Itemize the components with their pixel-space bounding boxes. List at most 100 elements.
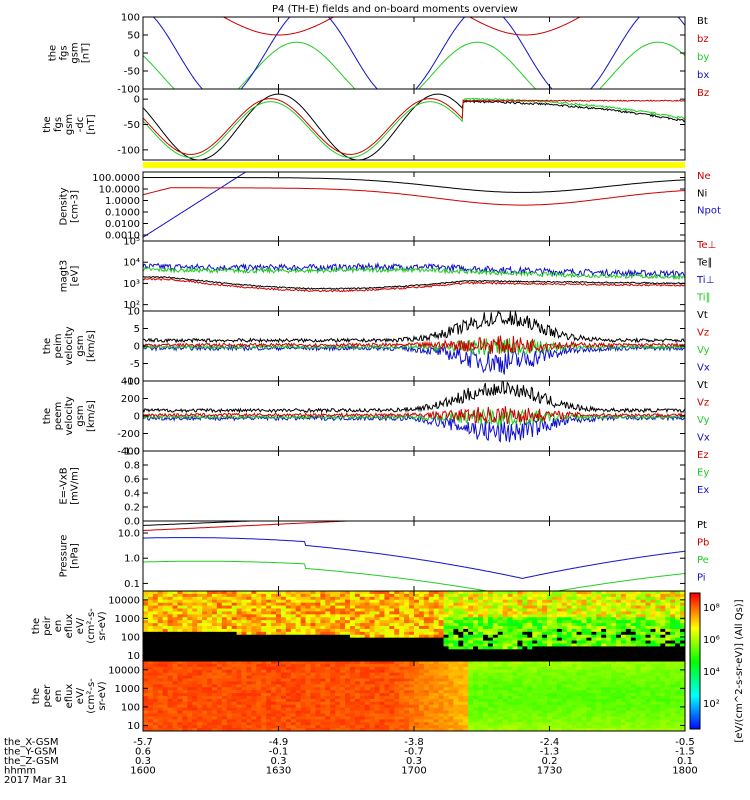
x-row-value: 0.3: [406, 756, 422, 767]
y-tick-label: -200: [117, 429, 140, 440]
legend-Vx: Vx: [697, 433, 710, 444]
legend-Vx: Vx: [697, 363, 710, 374]
y-axis-label: [km/s]: [86, 330, 97, 362]
x-row-value: -0.5: [675, 737, 695, 748]
y-axis-label: [nPa]: [70, 543, 81, 569]
panel-peem_velocity: 400 200 0 -200 -400 the peem velocity gsm [km/s] V…: [42, 377, 710, 458]
x-row-value: 1600: [130, 766, 155, 777]
legend-Vz: Vz: [697, 328, 709, 339]
y-tick-label: 10²: [123, 300, 140, 311]
y-tick-label: 0.1000: [105, 207, 140, 218]
y-tick-label: 0.4: [124, 489, 140, 500]
y-axis-label: sr-eV): [97, 681, 108, 710]
panel-content: [143, 261, 685, 293]
colorbar-tick: 10⁴: [703, 667, 720, 678]
series-pb: [143, 521, 359, 531]
y-axis-label: fgs: [53, 117, 64, 132]
y-axis-label: the: [48, 45, 59, 61]
series-pi: [143, 537, 685, 579]
y-axis-label: -dc: [75, 117, 86, 132]
panel-content: [143, 591, 685, 661]
y-axis-label: gsm: [70, 42, 81, 63]
x-row-value: 0.6: [135, 747, 151, 758]
y-axis-label: velocity: [64, 396, 75, 435]
y-axis-label: [nT]: [81, 43, 92, 63]
panel-content: [143, 172, 685, 238]
legend-Bz: Bz: [697, 88, 709, 99]
x-row-value: -5.7: [133, 737, 153, 748]
y-tick-label: 0.0: [124, 517, 140, 528]
y-tick-label: 100: [121, 13, 140, 24]
y-tick-label: 50: [127, 31, 140, 42]
y-axis-label: the: [42, 116, 53, 132]
y-axis-label: en: [53, 690, 64, 703]
y-tick-label: 5: [134, 324, 140, 335]
y-tick-label: 10: [127, 651, 140, 662]
legend-bx: bx: [697, 70, 709, 81]
x-row-label: the_Z-GSM: [4, 756, 59, 767]
series-te: [143, 276, 685, 290]
x-row-value: -0.1: [269, 747, 289, 758]
legend-Pt: Pt: [697, 520, 707, 531]
panel-content: [143, 521, 685, 591]
y-tick-label: 10³: [123, 279, 140, 290]
y-tick-label: -50: [124, 67, 140, 78]
y-tick-label: 0.8: [124, 461, 140, 472]
y-axis-label: peer: [42, 684, 53, 708]
y-axis-label: [mV/m]: [70, 467, 81, 505]
y-axis-label: peem: [53, 402, 64, 430]
y-axis-label: the: [42, 408, 53, 424]
x-row-label: hhmm: [4, 766, 36, 777]
series-vx: [143, 344, 685, 375]
panel-peer_eflux: 10000 1000 100 10 the peer en eflux eV/(cm²-s-sr…: [31, 660, 686, 732]
y-axis-label: peir: [42, 615, 53, 635]
series-te: [143, 278, 685, 293]
panel-peim_velocity: 10 5 0 -5 -10 the peim velocity gsm [km/s] Vt Vz Vy V…: [42, 307, 710, 388]
y-axis-label: fgs: [59, 45, 70, 60]
legend-Pi: Pi: [697, 573, 706, 584]
y-tick-label: 400: [121, 377, 140, 388]
y-tick-label: 1000: [115, 614, 140, 625]
date-label: 2017 Mar 31: [4, 775, 67, 786]
legend-Pb: Pb: [697, 538, 709, 549]
y-tick-label: 1000: [115, 684, 140, 695]
legend-Ti∥: Ti∥: [696, 293, 711, 304]
y-axis-label: velocity: [64, 326, 75, 365]
panel-efield: 1.0 0.8 0.6 0.4 0.2 0.0 E=-VxB [mV/m] Ez Ey Ex: [59, 447, 710, 528]
y-tick-label: -50: [124, 120, 140, 131]
y-tick-label: 10000: [108, 665, 140, 676]
y-axis-label: en: [53, 620, 64, 633]
y-axis-label: [km/s]: [86, 400, 97, 432]
series-pt: [143, 521, 263, 526]
legend-Ey: Ey: [697, 468, 709, 479]
legend-Vt: Vt: [697, 310, 708, 321]
y-axis-label: (cm²-s-: [86, 608, 97, 644]
y-axis-label: Density: [59, 187, 70, 225]
quality-flag-bar: [143, 162, 685, 168]
panel-peir_eflux: 10000 1000 100 10 the peir en eflux eV/(cm²-s-sr…: [31, 590, 686, 662]
y-tick-label: 1.0: [124, 447, 140, 458]
legend-Bt: Bt: [697, 16, 708, 27]
series-by: [143, 41, 685, 89]
y-axis-label: E=-VxB: [59, 467, 70, 504]
series-vt: [143, 381, 685, 414]
legend-Vt: Vt: [697, 380, 708, 391]
series-vz: [143, 335, 685, 355]
y-tick-label: 0: [134, 49, 140, 60]
x-row-label: the_Y-GSM: [4, 747, 57, 758]
y-tick-label: 0: [134, 342, 140, 353]
legend-Vz: Vz: [697, 398, 709, 409]
panel-fgs_gsm_dc: 0 -50 -100 the fgs gsm -dc [nT] Bz: [42, 88, 709, 161]
y-tick-label: -5: [130, 359, 140, 370]
x-row-value: 1730: [537, 766, 562, 777]
panel-temperature: 10⁵ 10⁴ 10³ 10² magt3 [eV] Te⊥ Te∥ Ti⊥ Ti∥: [59, 237, 716, 312]
x-row-value: -0.7: [404, 747, 424, 758]
x-row-value: 1630: [266, 766, 291, 777]
series-vy: [143, 338, 685, 356]
series-vz: [143, 406, 685, 425]
panel-pressure: 10.0 1.0 0.1 Pressure [nPa] Pt Pb Pe Pi: [59, 520, 709, 592]
series-vy: [143, 407, 685, 428]
y-tick-label: 10⁴: [123, 258, 140, 269]
series-ni: [143, 177, 685, 193]
y-tick-label: 10⁵: [123, 237, 140, 248]
